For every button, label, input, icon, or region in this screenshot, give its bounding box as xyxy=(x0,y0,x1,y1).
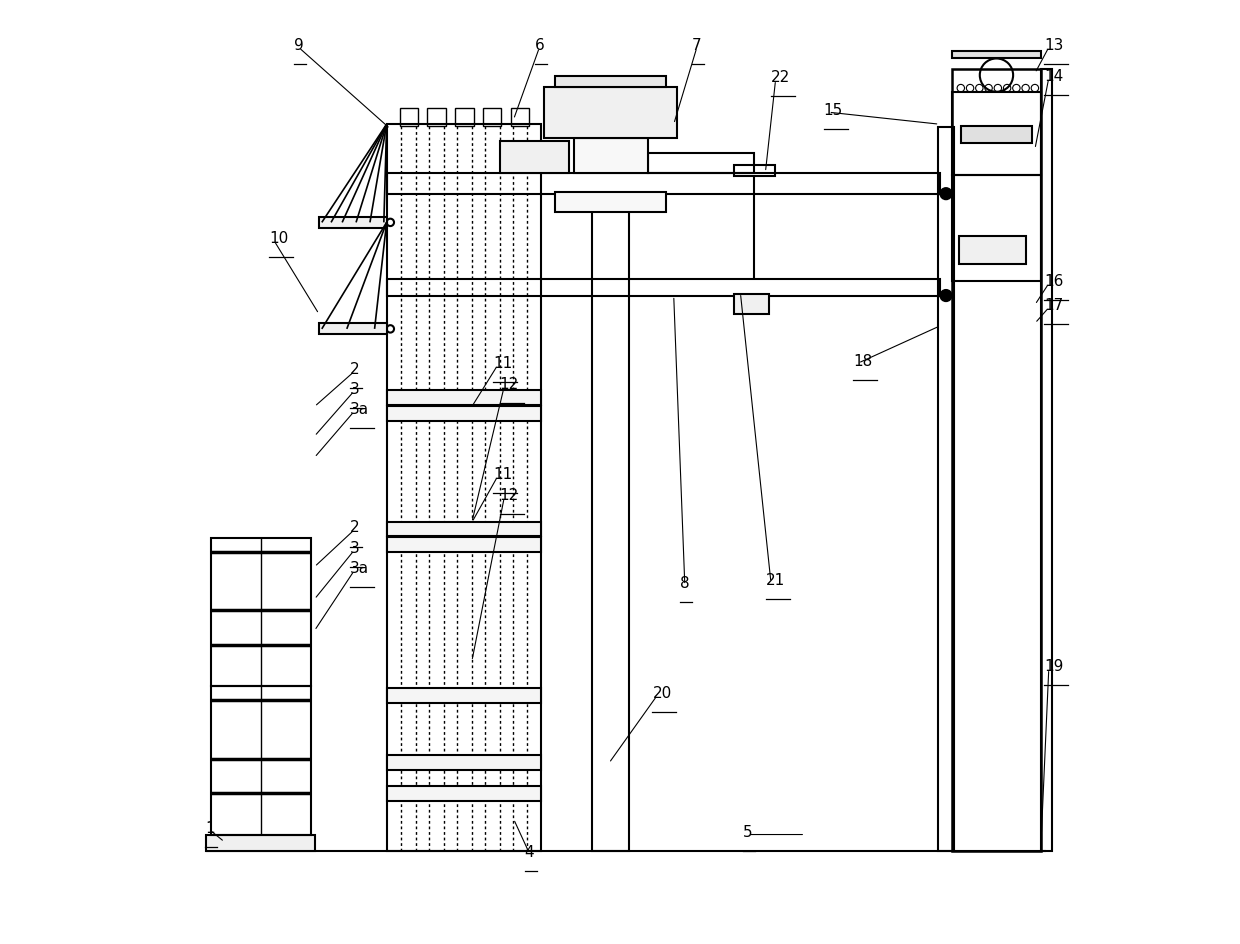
Text: 12: 12 xyxy=(500,487,518,502)
Bar xyxy=(734,295,769,314)
Bar xyxy=(961,126,1032,143)
Text: 16: 16 xyxy=(1044,274,1064,289)
Bar xyxy=(482,109,501,126)
Bar xyxy=(574,139,647,174)
Text: 14: 14 xyxy=(1044,69,1064,83)
Text: 20: 20 xyxy=(652,685,672,700)
Bar xyxy=(937,127,955,851)
Text: 5: 5 xyxy=(743,824,753,839)
Text: 10: 10 xyxy=(269,230,288,245)
Bar xyxy=(387,174,940,194)
Circle shape xyxy=(980,59,1013,93)
Text: 19: 19 xyxy=(1044,659,1064,674)
Text: 4: 4 xyxy=(525,844,534,859)
Circle shape xyxy=(387,326,394,333)
Bar xyxy=(206,834,315,851)
Bar xyxy=(455,109,474,126)
Text: 2: 2 xyxy=(350,362,360,377)
Text: 21: 21 xyxy=(766,573,786,587)
Bar xyxy=(511,109,529,126)
Bar xyxy=(387,126,542,851)
Bar xyxy=(734,166,775,177)
Text: 18: 18 xyxy=(853,353,873,368)
Bar xyxy=(387,755,542,770)
Bar xyxy=(387,786,542,801)
Bar xyxy=(387,688,542,703)
Text: 17: 17 xyxy=(1044,298,1064,312)
Text: 3a: 3a xyxy=(350,401,368,416)
Bar xyxy=(544,88,677,139)
Text: 15: 15 xyxy=(823,103,843,118)
Bar xyxy=(428,109,446,126)
Bar xyxy=(951,176,1042,281)
Bar xyxy=(387,391,542,405)
Bar xyxy=(647,154,754,174)
Bar xyxy=(399,109,418,126)
Bar xyxy=(387,406,542,421)
Bar xyxy=(387,522,542,537)
Bar xyxy=(951,52,1042,59)
Circle shape xyxy=(940,291,951,302)
Text: 3: 3 xyxy=(350,540,360,555)
Text: 3: 3 xyxy=(350,381,360,396)
Bar xyxy=(556,193,666,213)
Bar xyxy=(959,237,1025,264)
Bar xyxy=(387,538,542,552)
Text: 1: 1 xyxy=(205,820,215,835)
Text: 13: 13 xyxy=(1044,38,1064,53)
Bar xyxy=(387,279,940,296)
Text: 7: 7 xyxy=(692,38,702,53)
Text: 12: 12 xyxy=(500,377,518,392)
Text: 8: 8 xyxy=(681,576,689,590)
Bar xyxy=(951,70,1042,851)
Text: 9: 9 xyxy=(294,38,304,53)
Bar xyxy=(319,218,387,228)
Circle shape xyxy=(387,219,394,227)
Text: 3a: 3a xyxy=(350,561,368,576)
Bar xyxy=(211,686,311,834)
Text: 6: 6 xyxy=(534,38,544,53)
Bar xyxy=(500,142,569,174)
Bar xyxy=(556,77,666,88)
Bar xyxy=(951,93,1042,176)
Bar xyxy=(1042,70,1053,851)
Text: 11: 11 xyxy=(494,355,512,370)
Circle shape xyxy=(940,189,951,200)
Bar xyxy=(319,324,387,335)
Bar xyxy=(593,194,629,851)
Bar xyxy=(211,539,311,686)
Text: 11: 11 xyxy=(494,466,512,481)
Text: 22: 22 xyxy=(771,70,790,85)
Text: 2: 2 xyxy=(350,520,360,535)
